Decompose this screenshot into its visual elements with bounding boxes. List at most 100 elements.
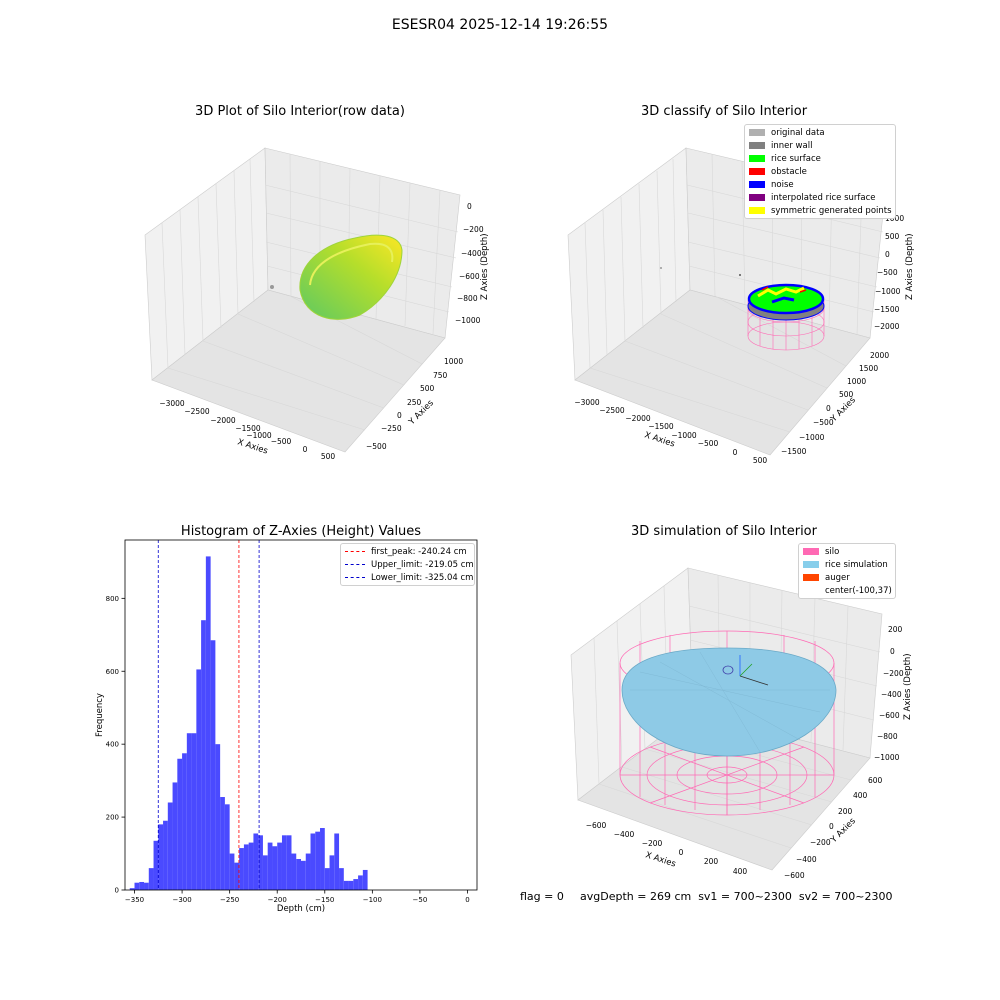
simulation-legend: silo rice simulation auger center(-100,3… (798, 543, 896, 599)
raw-ytick: 0 (397, 411, 402, 420)
raw-ztick: 0 (467, 202, 472, 211)
histogram-bar (315, 831, 321, 890)
histogram-xtick-label: −300 (172, 896, 191, 904)
simulation-ytick: 200 (838, 807, 853, 816)
histogram-bar (277, 842, 282, 890)
raw-ztick: −200 (463, 225, 484, 234)
simulation-ztick: −200 (883, 669, 904, 678)
histogram-bar (234, 862, 240, 890)
simulation-ytick: −400 (796, 855, 817, 864)
classify-xtick: −2000 (625, 414, 651, 423)
raw-ztick: −800 (457, 294, 478, 303)
histogram-bar (172, 782, 178, 890)
simulation-ztick: −600 (879, 711, 900, 720)
legend-label: silo (825, 546, 840, 557)
legend-label: noise (771, 179, 794, 190)
legend-label: rice simulation (825, 559, 888, 570)
raw-ytick: −250 (381, 424, 402, 433)
legend-swatch (749, 194, 765, 201)
histogram-bar (343, 880, 349, 890)
classify-ytick: 1000 (847, 377, 866, 386)
legend-item: original data (745, 126, 895, 139)
raw-ztick: −400 (461, 249, 482, 258)
legend-item: rice simulation (799, 558, 895, 571)
histogram-bar (153, 840, 159, 890)
classify-ytick: 2000 (870, 351, 889, 360)
raw-xtick: −2000 (210, 416, 236, 425)
histogram-bar (334, 833, 340, 890)
histogram-xtick-label: −350 (125, 896, 144, 904)
classify-xtick: −1000 (671, 431, 697, 440)
histogram-bar (205, 556, 211, 890)
classify-xtick: −2500 (599, 406, 625, 415)
histogram-bar (215, 744, 221, 890)
simulation-xtick: −600 (586, 821, 607, 830)
raw-ytick: 500 (420, 384, 435, 393)
histogram-ytick-label: 800 (106, 595, 119, 603)
classify-ztick: −500 (877, 268, 898, 277)
histogram-bar (158, 824, 164, 890)
histogram-bar (220, 797, 225, 890)
legend-label: symmetric generated points (771, 205, 892, 216)
histogram-ytick-label: 0 (115, 887, 119, 895)
legend-line (345, 577, 365, 578)
histogram-bar (310, 833, 316, 890)
raw-xtick: 500 (321, 452, 336, 460)
raw-xtick: 0 (303, 445, 308, 454)
simulation-ztick: 0 (890, 647, 895, 656)
figure-title: ESESR04 2025-12-14 19:26:55 (391, 17, 609, 33)
histogram-bar (296, 859, 301, 890)
legend-swatch (803, 574, 819, 581)
histogram-bar (210, 640, 216, 890)
raw-xtick: −500 (271, 437, 292, 446)
histogram-bar (224, 804, 230, 890)
legend-swatch (749, 181, 765, 188)
raw-ztick: −1000 (455, 316, 481, 325)
raw-ytick: 750 (433, 371, 448, 380)
histogram-bar (262, 855, 268, 890)
legend-item: obstacle (745, 165, 895, 178)
legend-swatch (803, 561, 819, 568)
histogram-bar (353, 879, 359, 890)
legend-swatch (749, 155, 765, 162)
histogram-bar (201, 620, 206, 890)
simulation-ytick: 400 (853, 791, 868, 800)
histogram-bar (163, 820, 168, 890)
legend-item: auger (799, 571, 895, 584)
classify-zlabel: Z Axies (Depth) (905, 233, 915, 300)
legend-item: Upper_limit: -219.05 cm (341, 558, 474, 571)
legend-label: Upper_limit: -219.05 cm (371, 559, 474, 570)
simulation-ytick: 600 (868, 776, 883, 785)
legend-swatch (749, 142, 765, 149)
histogram-title: Histogram of Z-Axies (Height) Values (180, 524, 422, 539)
legend-label: original data (771, 127, 825, 138)
legend-label: interpolated rice surface (771, 192, 876, 203)
histogram-bar (324, 868, 330, 890)
simulation-ztick: 200 (888, 625, 903, 634)
raw-xtick: −1500 (235, 424, 261, 433)
histogram-frame (124, 539, 478, 891)
raw-zlabel: Z Axies (Depth) (480, 233, 490, 300)
classify-ztick: 0 (885, 250, 890, 259)
classify-xtick: −500 (698, 439, 719, 448)
histogram-xtick-label: −50 (413, 896, 428, 904)
raw-ytick: −500 (366, 442, 387, 451)
histogram-bar (186, 733, 192, 890)
histogram-bar (139, 881, 145, 890)
legend-label: inner wall (771, 140, 813, 151)
classify-ytick: 500 (839, 390, 854, 399)
classify-ylabel: Y Axies (828, 395, 858, 425)
histogram-bar (358, 875, 363, 890)
stats-text: avgDepth = 269 cm sv1 = 700~2300 sv2 = 7… (580, 890, 893, 903)
legend-line (345, 564, 365, 565)
legend-item: center(-100,37) (799, 584, 895, 597)
classify-ytick: −1000 (799, 433, 825, 442)
simulation-xtick: 0 (679, 848, 684, 857)
simulation-ytick: −200 (810, 838, 831, 847)
histogram-bar (182, 753, 187, 890)
simulation-xtick: −400 (614, 830, 635, 839)
classify-ytick: −1500 (781, 447, 807, 456)
simulation-xlabel: X Axies (644, 850, 677, 869)
histogram-bar (148, 868, 154, 890)
raw-ytick: 1000 (444, 357, 463, 366)
